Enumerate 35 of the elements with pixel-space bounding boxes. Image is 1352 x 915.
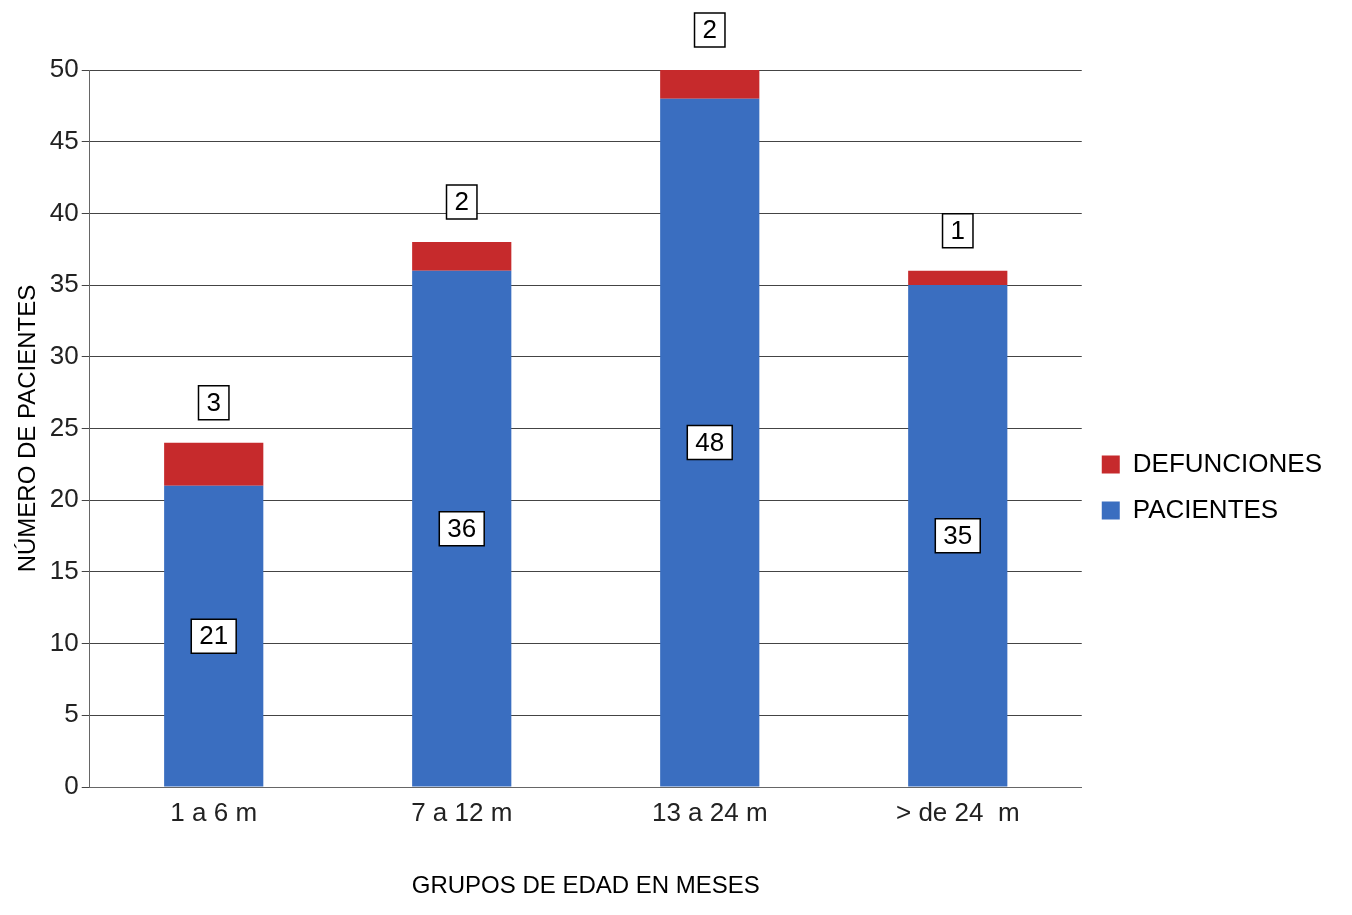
bar (908, 270, 1008, 286)
y-tick-label: 40 (49, 196, 79, 227)
y-tick-label: 25 (49, 411, 79, 442)
bar (164, 442, 264, 486)
data-label: 3 (206, 387, 221, 418)
legend-label: DEFUNCIONES (1132, 447, 1323, 478)
bar (660, 70, 760, 99)
y-tick-label: 50 (49, 53, 79, 84)
data-label: 1 (950, 214, 965, 245)
y-tick-label: 15 (49, 555, 79, 586)
y-axis-title: NÚMERO DE PACIENTES (13, 284, 41, 573)
data-label: 35 (943, 519, 973, 550)
bar (164, 485, 264, 787)
bar (660, 98, 760, 787)
y-tick-label: 30 (49, 339, 79, 370)
data-label: 2 (454, 186, 469, 217)
legend-label: PACIENTES (1132, 493, 1279, 524)
y-tick-label: 35 (49, 268, 79, 299)
x-tick-label: 1 a 6 m (170, 796, 258, 827)
data-label: 36 (447, 512, 477, 543)
y-tick-label: 5 (64, 698, 79, 729)
bar (412, 242, 512, 271)
x-tick-label: 7 a 12 m (411, 796, 513, 827)
x-axis-title: GRUPOS DE EDAD EN MESES (411, 871, 760, 899)
bar (908, 285, 1008, 787)
x-tick-label: 13 a 24 m (651, 796, 768, 827)
y-tick-label: 10 (49, 626, 79, 657)
y-tick-label: 20 (49, 483, 79, 514)
bar (412, 270, 512, 787)
x-tick-label: > de 24 m (895, 796, 1020, 827)
data-label: 21 (199, 620, 229, 651)
y-tick-label: 45 (49, 124, 79, 155)
data-label: 48 (695, 426, 725, 457)
data-label: 2 (702, 14, 717, 45)
y-tick-label: 0 (64, 770, 79, 801)
